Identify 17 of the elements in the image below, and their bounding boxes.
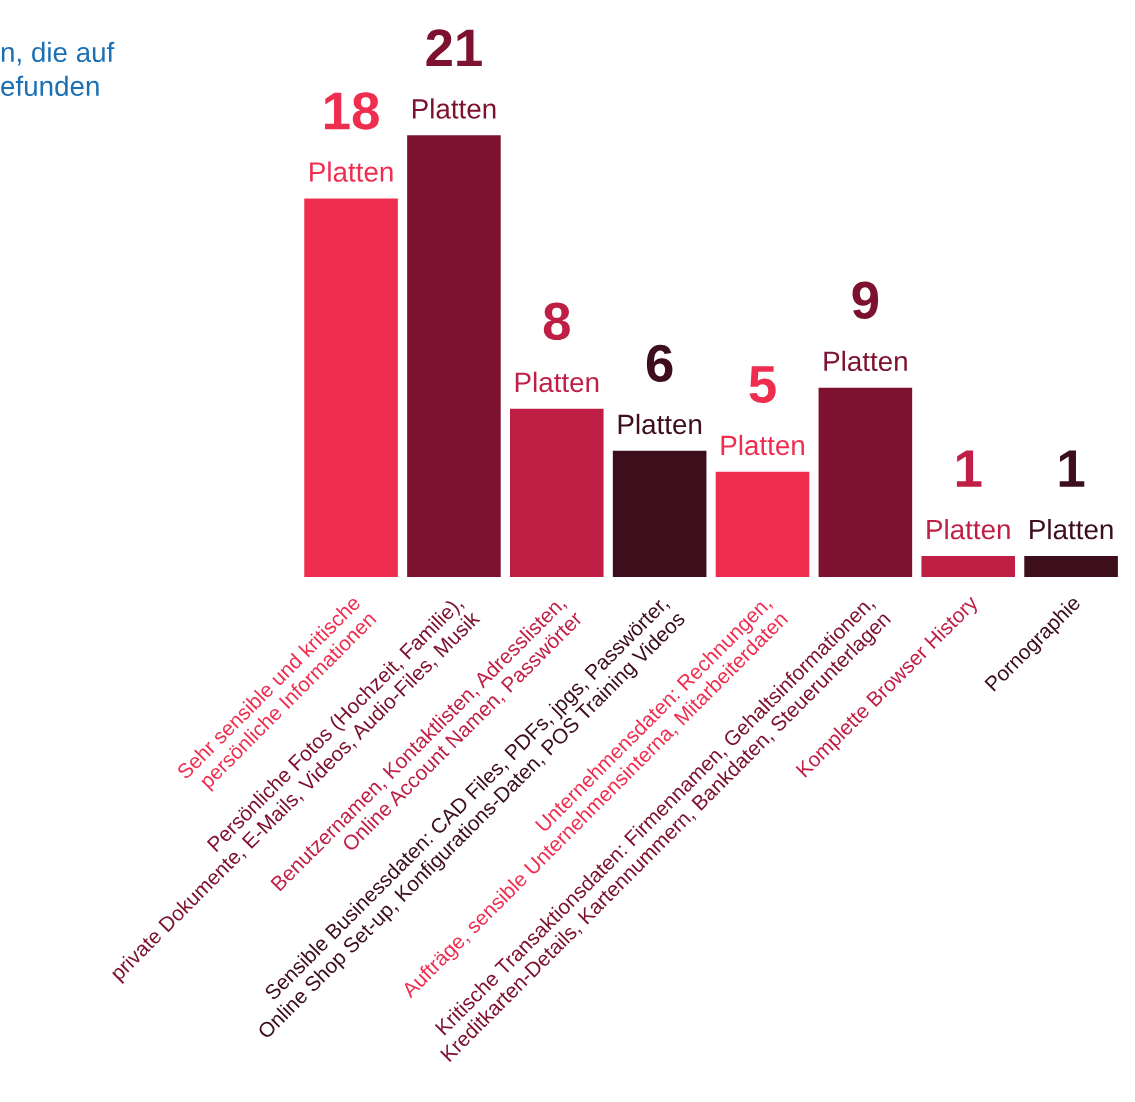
data-label: 8 Platten [515, 302, 599, 393]
bar [304, 198, 398, 578]
data-label: 9 Platten [824, 281, 907, 372]
text: n, die auf efunden [1, 41, 115, 97]
bar [818, 387, 913, 578]
data-label: 6 Platten [618, 344, 702, 435]
bar [612, 450, 707, 578]
data-label: 5 Platten [721, 366, 804, 456]
bar [715, 471, 810, 578]
bar [509, 408, 604, 578]
bar [1024, 555, 1118, 578]
data-label: 1 Platten [927, 450, 1010, 540]
data-label: 18 Platten [310, 92, 393, 182]
bar [921, 555, 1016, 578]
data-label: 21 Platten [412, 29, 496, 119]
data-label: 1 Platten [1030, 450, 1113, 540]
bar [407, 135, 501, 578]
